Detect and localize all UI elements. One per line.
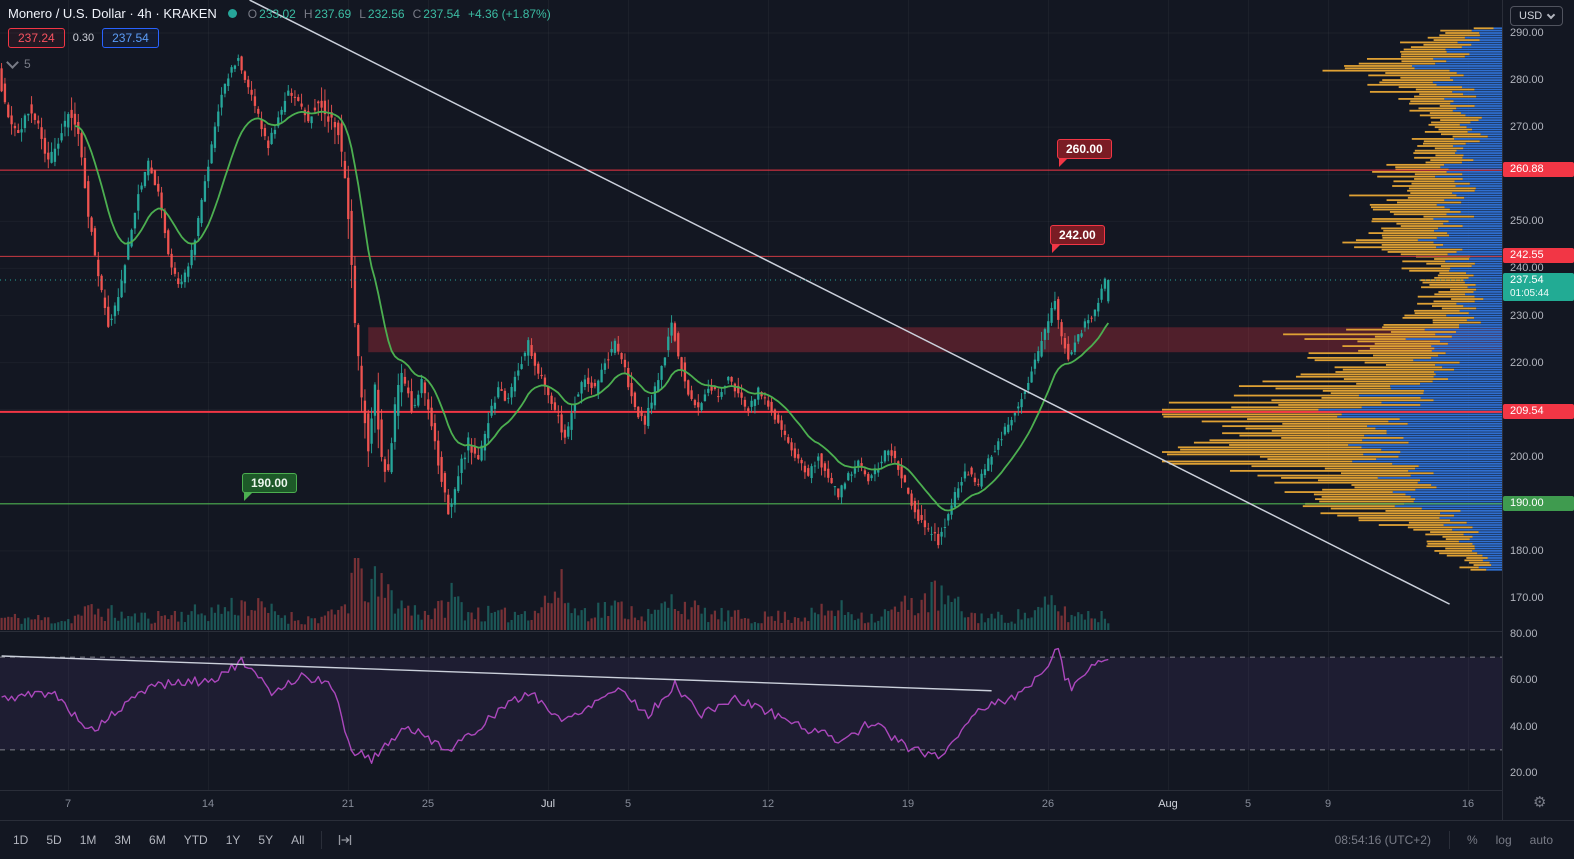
time-axis-label: 12 (761, 798, 775, 810)
ohlc-values: O 233.02 H 237.69 L 232.56 C 237.54 +4.36 (+1.87… (248, 7, 551, 21)
hidden-indicators-count: 5 (24, 57, 31, 71)
time-axis-label: 19 (901, 798, 915, 810)
ohlc-c: C 237.54 (412, 6, 460, 21)
toolbar-right-group: 08:54:16 (UTC+2) % log auto (1325, 829, 1574, 851)
range-button-1m[interactable]: 1M (79, 833, 97, 847)
range-button-1d[interactable]: 1D (13, 833, 29, 847)
rsi-axis-label: 20.00 (1510, 767, 1538, 779)
price-level-axis-label: 260.88 (1503, 162, 1574, 178)
bottom-toolbar: 1D 5D 1M 3M 6M YTD 1Y 5Y All 08:54:16 (UTC+2) % l… (0, 820, 1574, 859)
rsi-axis-label: 40.00 (1510, 720, 1538, 733)
time-axis[interactable]: 7 14 21 25 Jul 5 12 19 26 Aug 5 9 16 (0, 790, 1502, 821)
range-button-3m[interactable]: 3M (114, 833, 132, 847)
scale-buttons: % log auto (1458, 829, 1562, 851)
price-axis-label: 280.00 (1510, 74, 1544, 87)
log-scale-button[interactable]: log (1495, 833, 1512, 847)
buy-price-button[interactable]: 237.54 (102, 28, 159, 48)
price-level-axis-label: 209.54 (1503, 403, 1574, 419)
time-axis-label: 5 (624, 798, 632, 810)
ohlc-l: L 232.56 (359, 6, 405, 21)
range-button-1y[interactable]: 1Y (225, 833, 241, 847)
spread-value: 0.30 (72, 32, 95, 44)
toolbar-divider (321, 831, 323, 849)
ohlc-o: O 233.02 (247, 6, 296, 21)
currency-label: USD (1519, 10, 1543, 22)
price-level-axis-label: 190.00 (1503, 495, 1574, 511)
range-button-5y[interactable]: 5Y (258, 833, 274, 847)
time-axis-label: 21 (341, 798, 355, 810)
time-axis-label: 25 (421, 798, 435, 810)
chevron-down-icon (1546, 10, 1556, 20)
price-axis-label: 220.00 (1510, 356, 1544, 369)
chevron-down-icon (6, 55, 19, 69)
price-axis-label: 230.00 (1510, 309, 1544, 322)
price-level-callout[interactable]: 190.00 (242, 472, 297, 501)
price-level-callout[interactable]: 242.00 (1050, 225, 1105, 254)
price-axis-label: 270.00 (1510, 121, 1544, 134)
range-button-ytd[interactable]: YTD (183, 833, 208, 847)
time-axis-label: 26 (1041, 798, 1055, 810)
clock[interactable]: 08:54:16 (UTC+2) (1334, 833, 1431, 847)
price-axis-label: 240.00 (1510, 262, 1544, 275)
symbol-title[interactable]: Monero / U.S. Dollar · 4h · KRAKEN (8, 6, 217, 21)
time-axis-label: Jul (540, 798, 556, 810)
rsi-axis-label: 80.00 (1510, 628, 1538, 640)
hidden-indicators-toggle[interactable]: 5 (6, 55, 42, 71)
time-axis-label: 14 (201, 798, 215, 810)
last-price-axis-label: 237.54 01:05:44 (1503, 272, 1574, 301)
price-level-axis-label: 242.55 (1503, 248, 1574, 264)
bar-countdown: 01:05:44 (1510, 287, 1549, 299)
price-chart-canvas[interactable] (0, 0, 1502, 790)
axis-settings-gear-icon[interactable]: ⚙ (1533, 794, 1547, 811)
price-axis[interactable]: USD 290.00 280.00 270.00 250.00 240.00 230.00… (1502, 0, 1574, 820)
time-axis-label: 7 (64, 798, 72, 810)
toolbar-divider (1448, 831, 1450, 849)
price-axis-label: 290.00 (1510, 27, 1544, 39)
symbol-legend: Monero / U.S. Dollar · 4h · KRAKEN O 233.… (6, 6, 551, 71)
price-level-callout[interactable]: 260.00 (1057, 139, 1112, 168)
time-axis-label: 5 (1244, 798, 1252, 810)
currency-selector-button[interactable]: USD (1510, 6, 1564, 26)
go-to-date-icon[interactable] (330, 831, 360, 849)
price-axis-label: 170.00 (1510, 592, 1544, 604)
market-status-icon[interactable] (227, 9, 237, 18)
rsi-axis-label: 60.00 (1510, 674, 1538, 687)
range-button-6m[interactable]: 6M (149, 833, 166, 847)
auto-scale-button[interactable]: auto (1529, 833, 1553, 847)
range-button-5d[interactable]: 5D (46, 833, 62, 847)
ohlc-h: H 237.69 (303, 6, 352, 21)
time-axis-label: 9 (1324, 798, 1332, 810)
time-axis-label: 16 (1461, 798, 1475, 810)
range-buttons: 1D 5D 1M 3M 6M YTD 1Y 5Y All (0, 829, 313, 851)
range-button-all[interactable]: All (291, 833, 305, 847)
time-axis-label: Aug (1158, 798, 1178, 810)
price-axis-label: 200.00 (1510, 450, 1544, 463)
price-axis-label: 180.00 (1510, 544, 1544, 557)
price-axis-label: 250.00 (1510, 215, 1544, 228)
sell-price-button[interactable]: 237.24 (8, 28, 65, 48)
change-value: +4.36 (+1.87%) (467, 6, 551, 21)
percent-scale-button[interactable]: % (1466, 833, 1478, 847)
